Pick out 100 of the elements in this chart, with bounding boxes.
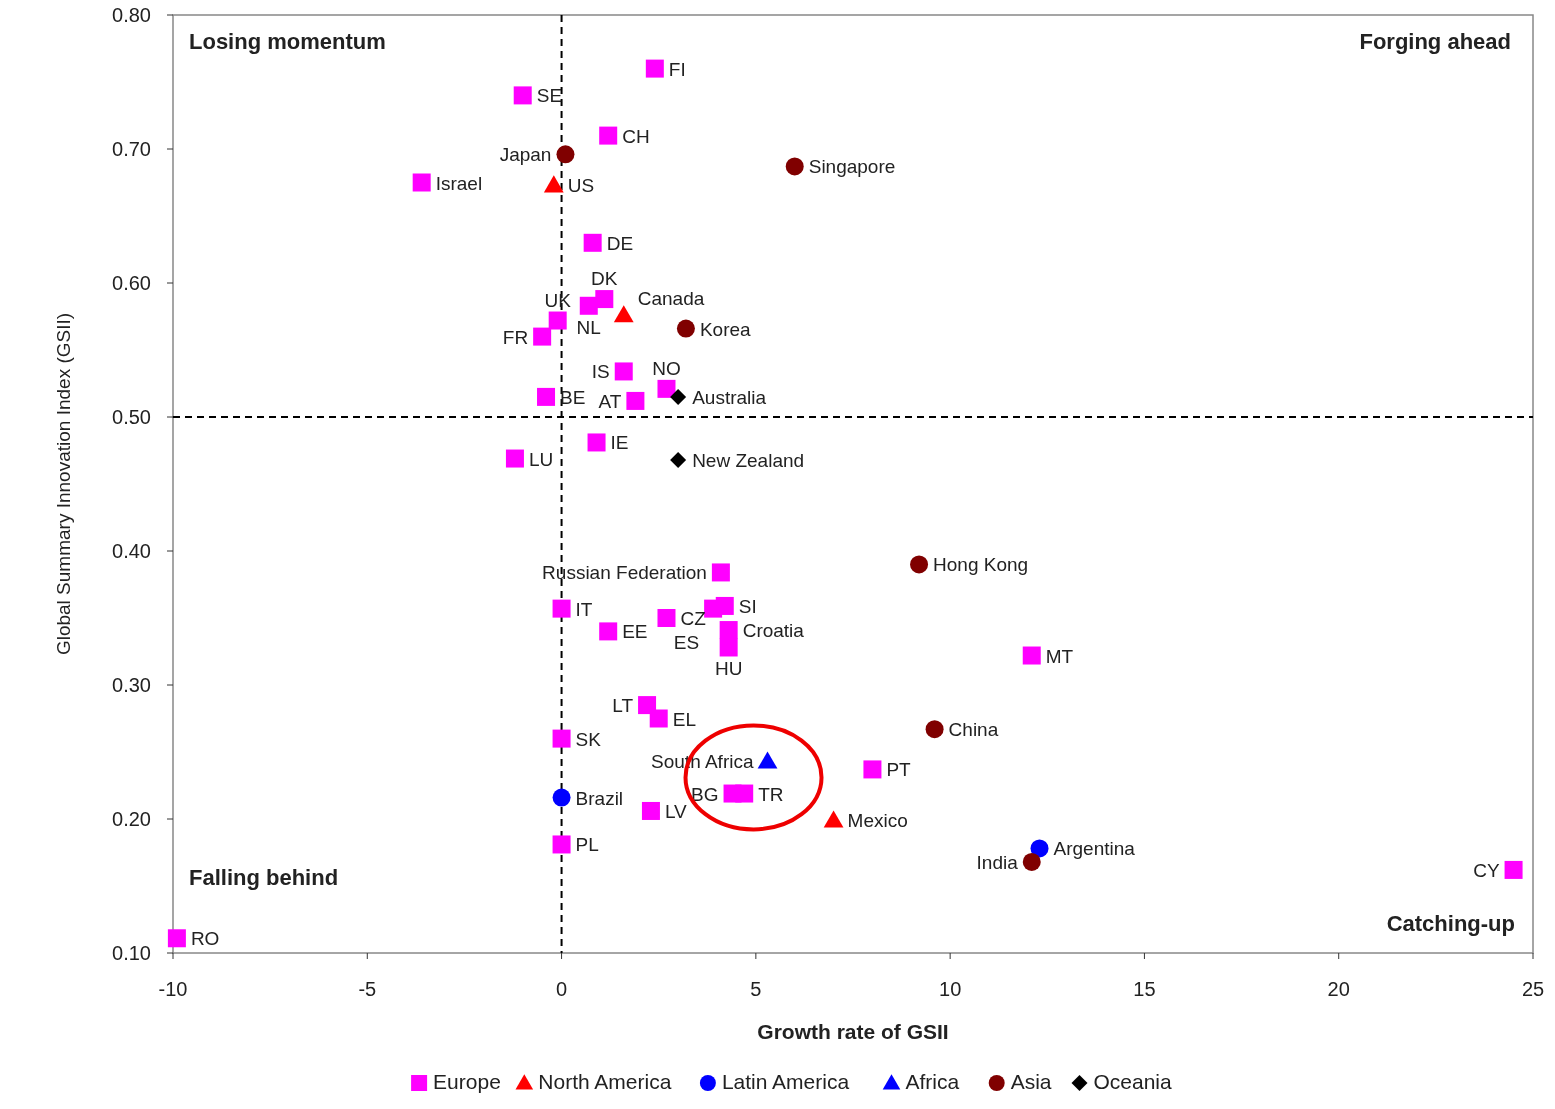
annotation: FR: [502, 326, 529, 348]
x-tick-label: 5: [750, 978, 762, 1000]
point: [785, 157, 804, 176]
point: [626, 391, 645, 410]
y-tick-label: 0.30: [112, 674, 151, 696]
point: [1504, 860, 1523, 879]
y-tick-label: 0.60: [112, 272, 151, 294]
point: [167, 929, 186, 948]
annotation: BE: [560, 386, 586, 408]
annotation: Brazil: [575, 787, 624, 809]
point: [552, 729, 571, 748]
legend-label: North America: [538, 1070, 672, 1093]
point: [645, 59, 664, 78]
annotation: CY: [1473, 859, 1500, 881]
point: [513, 86, 532, 105]
annotation: RO: [190, 928, 220, 950]
annotation: Mexico: [847, 810, 908, 832]
point: [670, 388, 687, 405]
point: [863, 760, 882, 779]
x-tick-label: 15: [1133, 978, 1156, 1000]
annotation: Israel: [435, 172, 483, 194]
point: [641, 801, 660, 820]
point: [925, 720, 944, 739]
y-tick-label: 0.40: [112, 540, 151, 562]
point: [676, 319, 695, 338]
annotation: LU: [528, 448, 554, 470]
legend-label: Africa: [905, 1070, 960, 1093]
annotation: Canada: [637, 288, 705, 310]
point: [552, 599, 571, 618]
annotation: AT: [598, 390, 622, 412]
point: [719, 638, 738, 657]
x-tick-label: 25: [1521, 978, 1545, 1000]
legend-label: Oceania: [1093, 1070, 1173, 1093]
point: [533, 327, 552, 346]
legend-label: Europe: [433, 1070, 501, 1093]
point: [670, 451, 687, 468]
annotation: DK: [591, 268, 618, 290]
annotation: FI: [668, 58, 686, 80]
annotation: Australia: [692, 386, 767, 408]
point: [614, 362, 633, 381]
point: [1022, 852, 1041, 871]
annotation: CH: [622, 125, 650, 147]
annotation: IT: [575, 598, 593, 620]
annotation: Russian Federation: [542, 562, 707, 584]
point: [556, 145, 575, 164]
annotation: SI: [738, 595, 757, 617]
point: [613, 305, 634, 323]
annotation: LV: [664, 800, 688, 822]
point: [587, 433, 606, 452]
point: [823, 810, 844, 828]
x-tick-label: -10: [158, 978, 188, 1000]
annotation: US: [567, 175, 595, 197]
point: [657, 609, 676, 627]
legend-label: Latin America: [721, 1070, 850, 1093]
point: [1022, 646, 1041, 665]
point: [757, 751, 778, 769]
x-tick-label: -5: [358, 978, 377, 1000]
point: [505, 449, 524, 468]
point: [711, 563, 730, 582]
annotation: SK: [575, 728, 602, 750]
annotation: Singapore: [808, 156, 896, 178]
y-tick-label: 0.20: [112, 808, 151, 830]
annotation: NL: [576, 316, 601, 338]
point: [657, 379, 676, 398]
point: [599, 622, 618, 641]
annotation: ES: [673, 631, 700, 653]
point: [537, 387, 556, 406]
annotation: China: [948, 719, 999, 741]
point: [910, 555, 929, 574]
annotation: DE: [606, 232, 634, 254]
annotation: Falling behind: [189, 865, 339, 890]
annotation: India: [976, 851, 1019, 873]
annotation: HU: [714, 658, 743, 680]
point: [599, 126, 618, 145]
y-tick-label: 0.80: [112, 4, 151, 26]
point: [548, 311, 567, 330]
annotation: SE: [536, 85, 563, 107]
annotation: EL: [672, 708, 696, 730]
point: [638, 696, 657, 715]
y-tick-label: 0.50: [112, 406, 151, 428]
annotation: PT: [886, 759, 912, 781]
annotation: Losing momentum: [189, 29, 386, 54]
annotation: MT: [1045, 645, 1074, 667]
point: [723, 784, 742, 803]
legend-label: Asia: [1010, 1070, 1052, 1093]
point: [552, 788, 571, 807]
annotation: PL: [575, 834, 599, 856]
y-tick-label: 0.70: [112, 138, 151, 160]
point: [719, 621, 738, 640]
annotation: Japan: [499, 144, 552, 166]
y-tick-label: 0.10: [112, 942, 151, 964]
point: [715, 596, 734, 615]
point: [552, 835, 571, 854]
annotation: EE: [622, 621, 648, 643]
annotation: New Zealand: [692, 449, 805, 471]
point: [583, 233, 602, 252]
annotation: Hong Kong: [933, 554, 1029, 576]
annotation: NO: [652, 357, 681, 379]
annotation: IS: [591, 361, 610, 383]
annotation: Korea: [699, 318, 752, 340]
